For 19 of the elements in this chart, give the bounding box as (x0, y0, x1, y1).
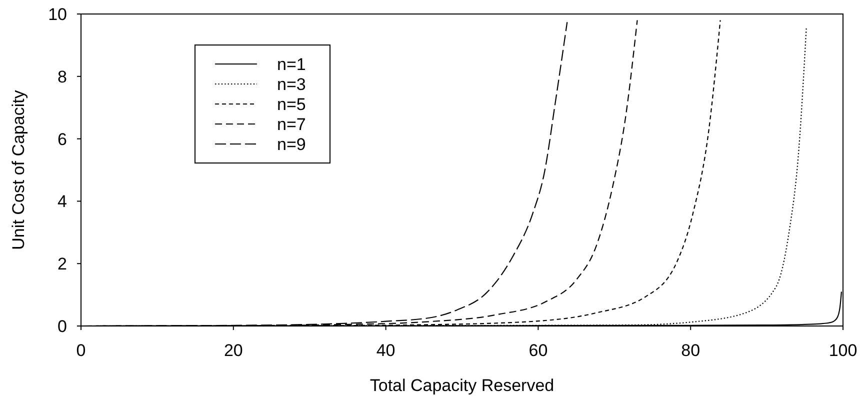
y-tick-label: 4 (58, 192, 67, 212)
legend-label: n=7 (277, 114, 306, 134)
x-axis-title: Total Capacity Reserved (370, 376, 554, 395)
legend-label: n=9 (277, 134, 306, 154)
y-axis-title: Unit Cost of Capacity (9, 90, 28, 250)
x-tick-label: 40 (376, 341, 396, 360)
y-tick-label: 8 (58, 67, 67, 86)
legend-label: n=3 (277, 74, 306, 94)
legend-label: n=5 (277, 94, 306, 114)
x-tick-label: 60 (528, 341, 548, 360)
x-tick-label: 0 (76, 341, 86, 360)
x-tick-label: 100 (828, 341, 858, 360)
y-tick-label: 2 (58, 254, 67, 274)
x-tick-label: 20 (224, 341, 243, 360)
y-tick-label: 10 (48, 4, 67, 24)
x-tick-label: 80 (681, 341, 700, 360)
y-tick-label: 6 (58, 130, 67, 149)
legend-label: n=1 (277, 54, 306, 74)
y-tick-label: 0 (58, 316, 67, 336)
